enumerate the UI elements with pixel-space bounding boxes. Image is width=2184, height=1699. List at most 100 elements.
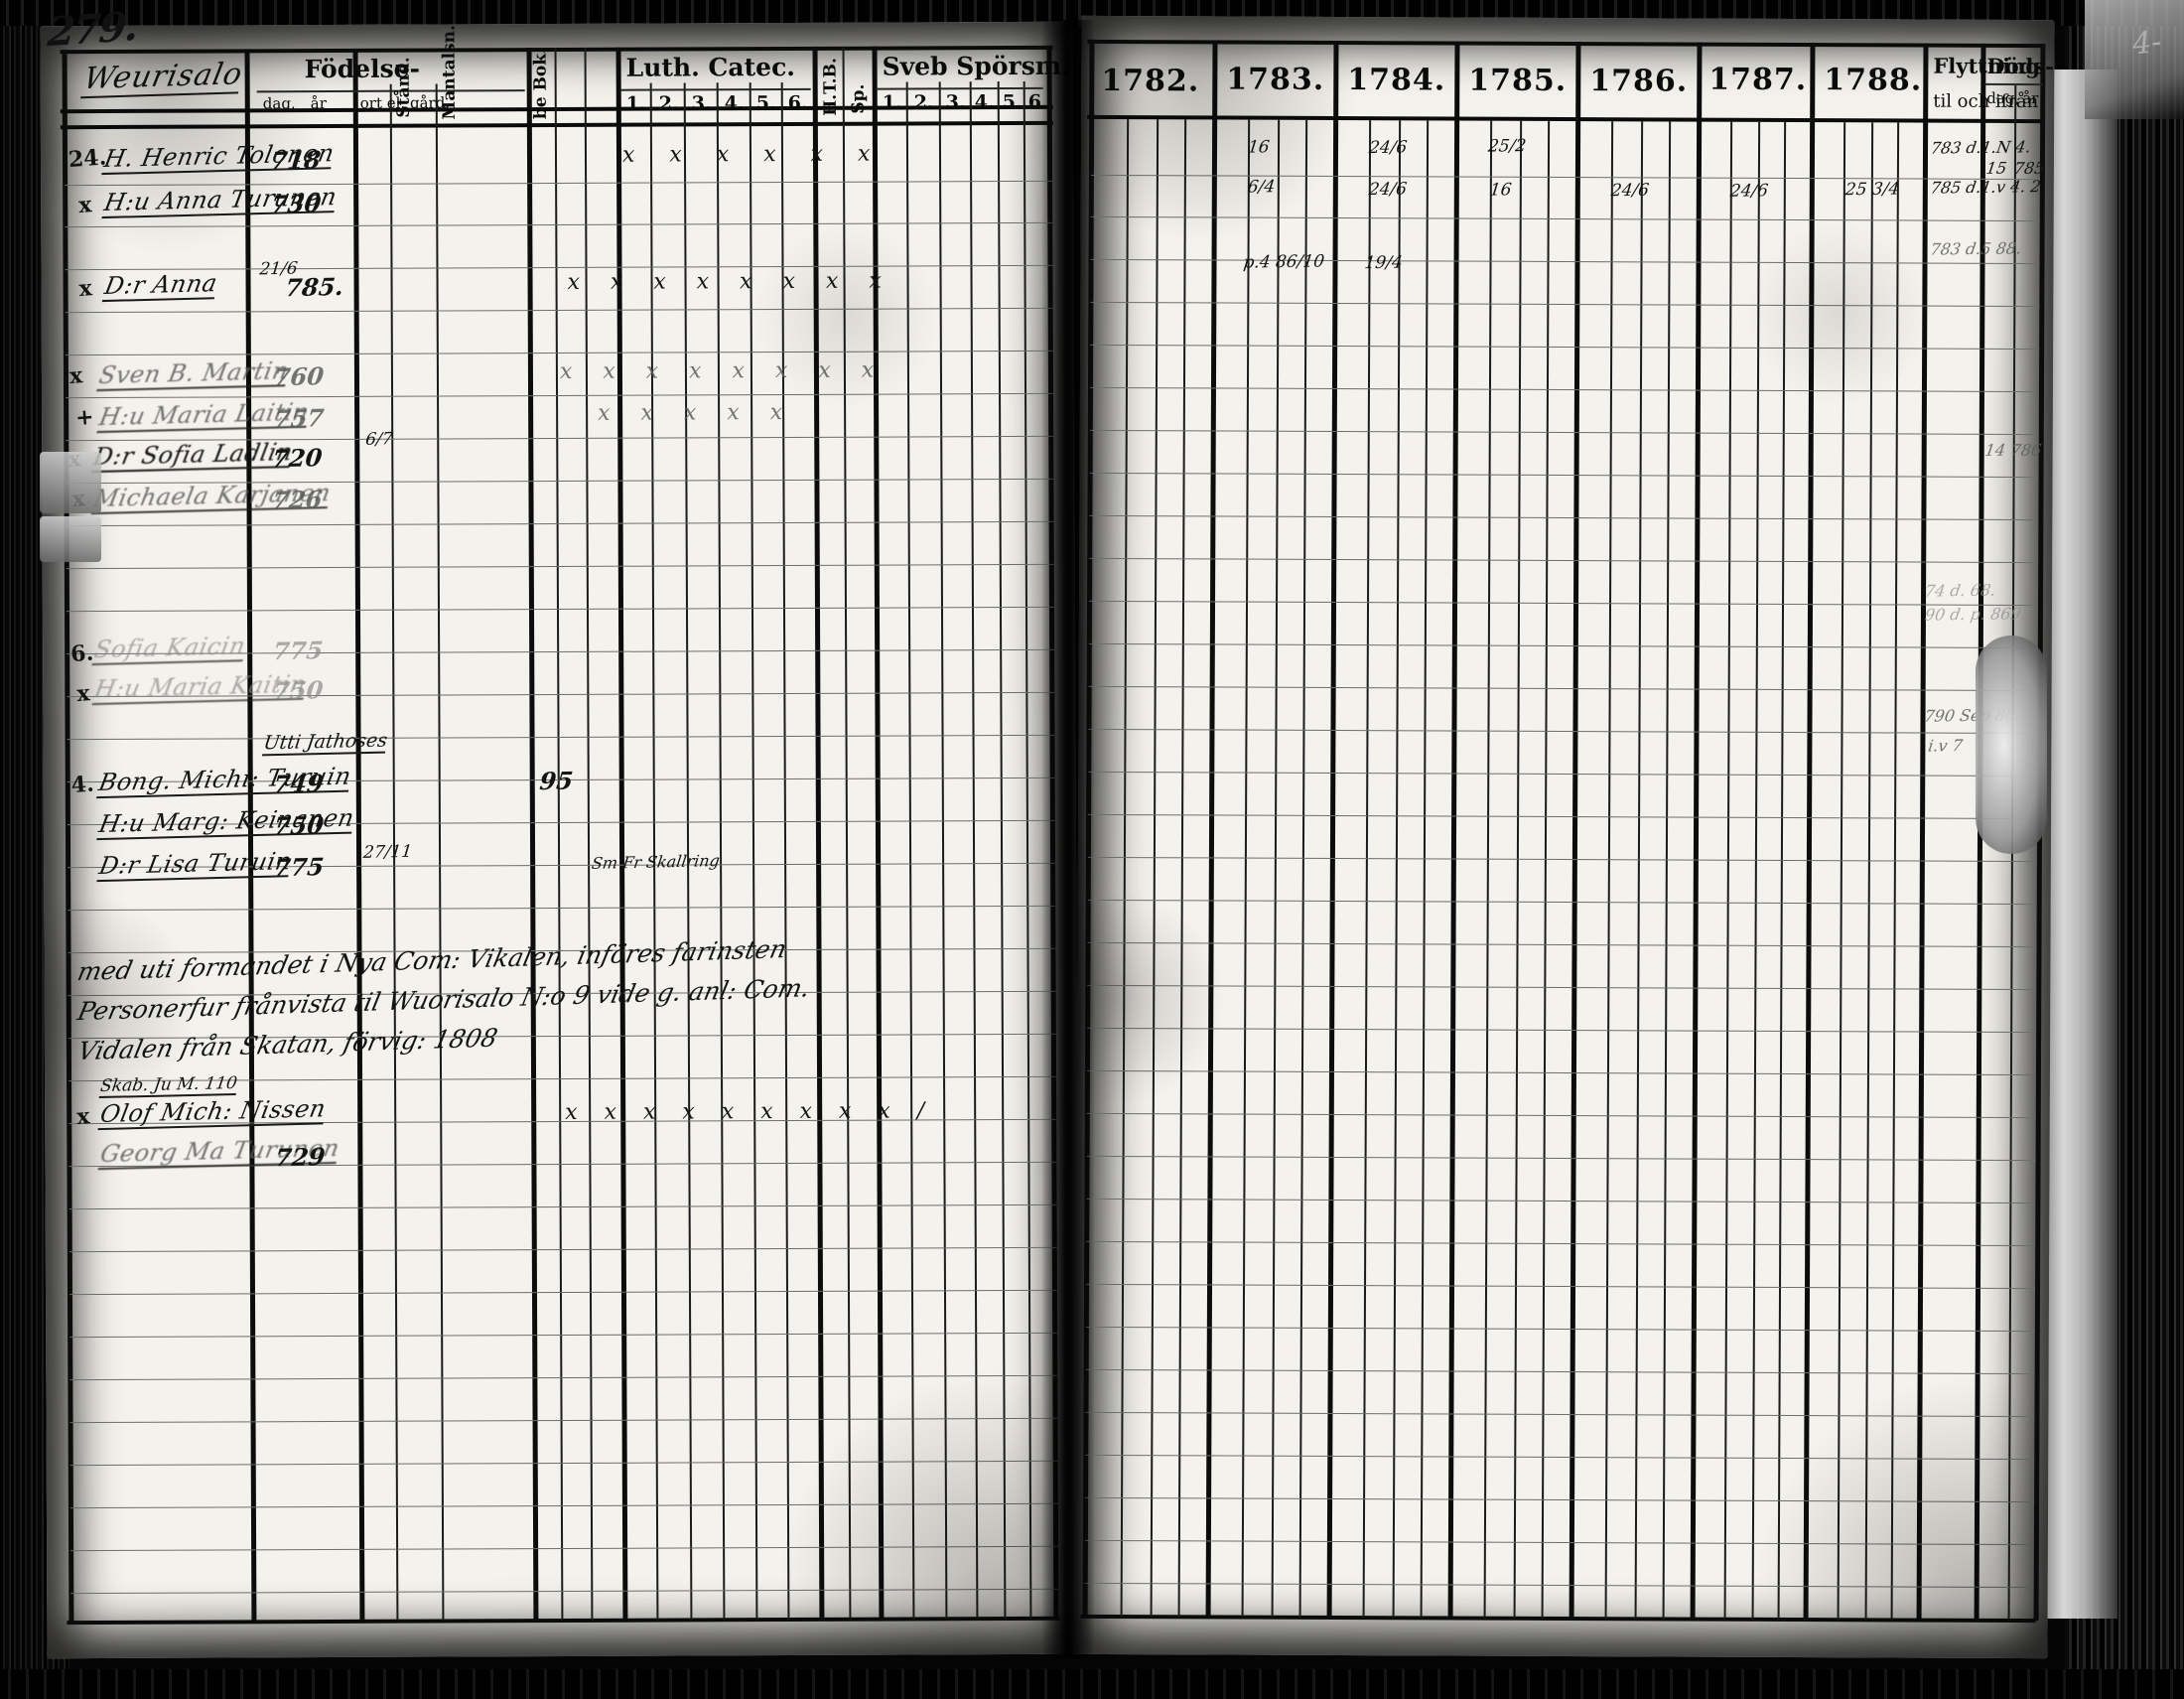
- year-cell-1788: 25 3/4: [1843, 179, 1901, 201]
- year-cell-1783: 6/4: [1246, 177, 1277, 198]
- entry-birth-day: 6/7: [364, 429, 394, 450]
- entry-birth-year: 726: [271, 485, 325, 515]
- header-catec-5: 5.: [755, 92, 776, 115]
- year-cell-1783: 16: [1246, 137, 1271, 158]
- catec-marks-row: x x x x x x x x: [559, 357, 887, 384]
- header-htb: H.T.B.: [820, 58, 841, 116]
- header-stand: Stånd.: [393, 57, 414, 118]
- moving-note: 783 d.1.N 4.: [1929, 137, 2032, 158]
- catec-marks-row: x x x x x x x x: [567, 268, 893, 295]
- header-catec-4: 4.: [724, 92, 745, 115]
- entry-birth-year: 785.: [284, 271, 345, 303]
- body-note-line-3: Vidalen från Skatan, förvig: 1808: [74, 1023, 500, 1066]
- header-sveb-2: 2.: [913, 91, 934, 114]
- scanner-edge-noise-bottom: [0, 1669, 2184, 1699]
- header-sp: Sp.: [848, 83, 869, 114]
- header-catec-3: 3.: [691, 92, 712, 115]
- entry-catec-mark: 95: [538, 766, 575, 796]
- entry-birth-year: 757: [272, 403, 326, 434]
- header-sveb-5: 5.: [1002, 90, 1023, 114]
- header-fodelse-ar: år: [310, 94, 327, 113]
- subtitle-note: Skab. Ju M. 110: [98, 1072, 239, 1099]
- entry-mark: x: [77, 275, 93, 303]
- death-day: 15: [1984, 158, 2008, 178]
- entry-mark: x: [68, 362, 84, 390]
- header-mantalsn: Mantalsn.: [439, 25, 460, 120]
- year-cell-1786: 24/6: [1609, 180, 1651, 202]
- year-cell-1784: 24/6: [1367, 137, 1409, 159]
- entry-birth-year: 729: [273, 1142, 327, 1173]
- year-cell-1783: p.4 86/10: [1242, 251, 1326, 273]
- year-header-1788: 1788.: [1824, 63, 1923, 98]
- right-page: 1782. 1783. 1784. 1785. 1786. 1787. 1788…: [1074, 15, 2055, 1659]
- page-corner-fold: [2085, 0, 2184, 119]
- entry-name: D:r Lisa Turuin: [96, 847, 295, 883]
- year-cell-1785: 25/2: [1486, 136, 1528, 157]
- book-gutter-shadow: [1042, 20, 1094, 1658]
- header-fodelse-dag: dag,: [262, 94, 296, 113]
- year-header-1784: 1784.: [1347, 63, 1446, 98]
- year-header-1785: 1785.: [1468, 63, 1568, 99]
- year-cell-1785: 16: [1488, 180, 1513, 201]
- moving-note: 74 d. 68.: [1923, 580, 1997, 601]
- birth-place-note: Utti Jathoses: [261, 729, 389, 757]
- death-year: 786: [2009, 440, 2043, 460]
- header-catec-6: 6.: [787, 91, 808, 114]
- header-dods-ar: år: [2022, 89, 2039, 108]
- year-cell-1787: 24/6: [1728, 181, 1770, 202]
- header-catec-2: 2.: [658, 92, 679, 115]
- entry-name: D:r Sofia Ladlin: [90, 437, 296, 474]
- year-header-1787: 1787.: [1708, 62, 1808, 98]
- entry-name: Sven B. Martin: [96, 356, 292, 392]
- entry-name: D:r Anna: [101, 269, 220, 303]
- entry-birth-year: 750: [271, 675, 325, 706]
- entry-birth-year: 775: [271, 636, 325, 666]
- folio-number-right: 4-: [2130, 24, 2163, 63]
- catec-marks-row: x x x x x x x x x /: [565, 1098, 935, 1125]
- entry-birth-year: 775: [272, 852, 326, 883]
- header-dods: Döds-: [1986, 53, 2054, 79]
- page-holder-clip: [40, 452, 101, 513]
- entry-mark: 4.: [69, 771, 95, 799]
- entry-birth-year: 718: [269, 145, 323, 176]
- header-luth-catec: Luth. Catec.: [625, 52, 796, 82]
- page-holder-thumb: [1976, 636, 2047, 854]
- header-sveb-3: 3.: [945, 91, 966, 114]
- entry-mark: x: [75, 1103, 91, 1131]
- header-catec-1: 1.: [625, 92, 646, 115]
- village-heading: Weurisalo: [79, 57, 246, 99]
- moving-note: 785 d.1.v 4. 2: [1929, 177, 2043, 198]
- catec-marks-row: x x x x x x: [621, 141, 885, 168]
- header-sveb-1: 1.: [882, 91, 902, 114]
- entry-birth-year: 749: [272, 769, 326, 799]
- moving-note: 90 d. p. 869.: [1923, 604, 2028, 625]
- entry-catec-note: Sm Fr Skallring: [590, 851, 722, 873]
- entry-birth-year: 720: [270, 443, 324, 474]
- year-header-1782: 1782.: [1101, 63, 1200, 99]
- entry-birth-year: 730: [269, 189, 323, 219]
- page-holder-clip: [40, 516, 101, 562]
- entry-birth-year: 760: [272, 361, 326, 392]
- death-year: 785: [2012, 158, 2046, 178]
- entry-mark: 24.: [68, 144, 108, 174]
- year-cell-1784: 19/4: [1363, 252, 1404, 274]
- entry-mark: x: [75, 680, 91, 708]
- header-dods-dag: dag,: [1986, 88, 2020, 107]
- year-header-1786: 1786.: [1589, 64, 1689, 99]
- entry-name: Olof Mich: Nissen: [97, 1094, 329, 1131]
- entry-birth-year: 750: [272, 810, 326, 841]
- year-header-1783: 1783.: [1226, 62, 1325, 97]
- catec-marks-row: x x x x x: [598, 399, 795, 426]
- moving-note: i.v 7: [1927, 736, 1965, 756]
- year-cell-1784: 24/6: [1367, 179, 1409, 201]
- entry-birth-day: 27/11: [362, 841, 414, 863]
- entry-mark: x: [77, 192, 93, 219]
- moving-note: 783 d.5 88.: [1929, 238, 2023, 259]
- header-sveb-4: 4.: [974, 91, 995, 114]
- entry-mark: +: [74, 403, 95, 432]
- folio-number: 279.: [46, 2, 138, 57]
- left-page: Weurisalo Födelse- dag, år ort el. gård.…: [40, 21, 1080, 1659]
- header-bebok: be Bok.: [530, 48, 551, 120]
- entry-mark: 6.: [69, 639, 95, 668]
